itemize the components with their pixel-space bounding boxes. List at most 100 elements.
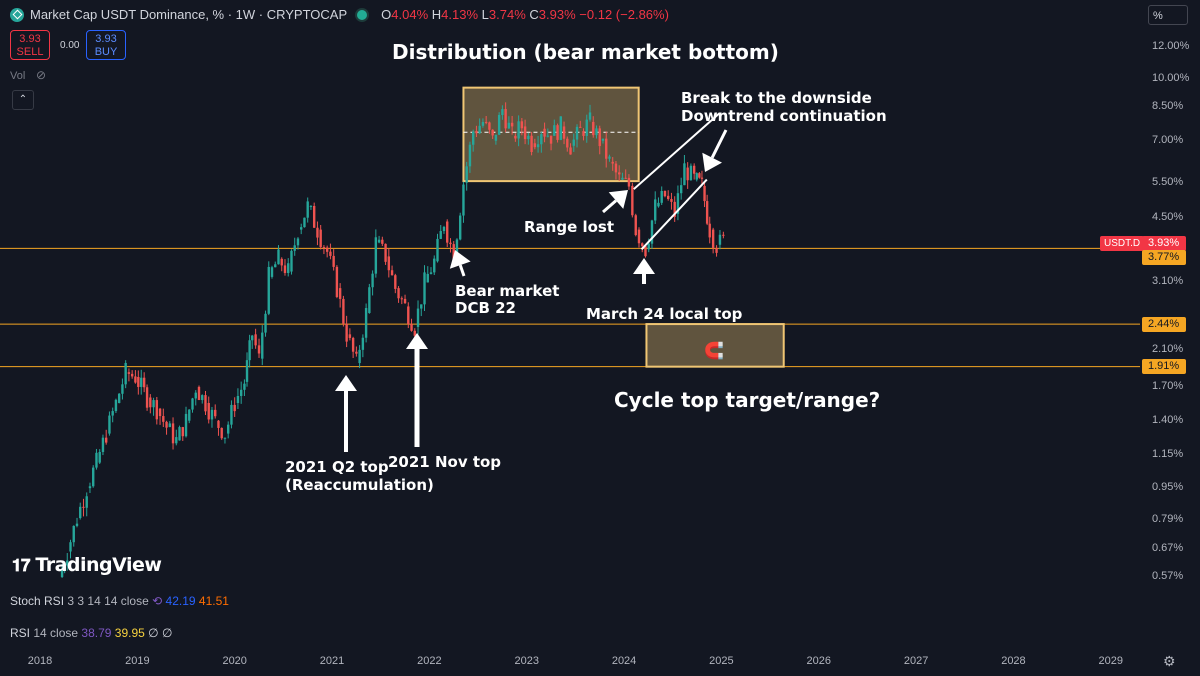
level-tag-3: 1.91% bbox=[1142, 359, 1186, 374]
candle-body bbox=[400, 298, 403, 300]
candle-body bbox=[722, 234, 725, 236]
candle-body bbox=[217, 420, 220, 428]
candle-body bbox=[214, 409, 217, 417]
candle-body bbox=[481, 122, 485, 126]
candle-body bbox=[631, 185, 634, 216]
candle-body bbox=[130, 373, 134, 377]
x-tick-label: 2027 bbox=[903, 655, 929, 667]
y-tick-label: 5.50% bbox=[1152, 175, 1184, 188]
candle-body bbox=[407, 306, 410, 325]
candle-body bbox=[644, 246, 647, 257]
collapse-chevron-icon[interactable]: ⌃ bbox=[12, 90, 34, 110]
candle-body bbox=[679, 185, 683, 194]
candle-body bbox=[403, 298, 407, 304]
hide-eye-icon[interactable]: ⊘ bbox=[36, 68, 47, 82]
candle-body bbox=[614, 163, 618, 173]
candle-body bbox=[165, 421, 168, 428]
candle-body bbox=[204, 395, 207, 412]
candle-body bbox=[309, 205, 313, 207]
candle-body bbox=[562, 126, 566, 139]
scale-percent-button[interactable]: % bbox=[1148, 5, 1188, 25]
candle-body bbox=[556, 125, 559, 140]
candle-body bbox=[543, 128, 546, 137]
buy-button[interactable]: 3.93 BUY bbox=[86, 30, 126, 60]
candle-body bbox=[507, 122, 511, 129]
rsi-value: 38.79 bbox=[81, 626, 112, 640]
candle-body bbox=[261, 332, 264, 359]
candle-body bbox=[397, 288, 400, 299]
candle-body bbox=[312, 205, 316, 228]
candle-body bbox=[530, 135, 533, 152]
candle-body bbox=[251, 335, 254, 341]
candle-body bbox=[504, 109, 507, 129]
sell-button[interactable]: 3.93 SELL bbox=[10, 30, 50, 60]
x-tick-label: 2028 bbox=[1001, 655, 1026, 667]
candle-body bbox=[621, 177, 624, 180]
candle-body bbox=[683, 163, 686, 186]
candle-body bbox=[355, 351, 358, 354]
candle-body bbox=[95, 452, 98, 468]
candle-body bbox=[657, 202, 660, 207]
y-tick-label: 8.50% bbox=[1152, 99, 1184, 112]
candle-body bbox=[390, 270, 394, 276]
x-tick-label: 2025 bbox=[709, 655, 734, 667]
annotation-range-lost: Range lost bbox=[524, 218, 615, 236]
y-tick-label: 12.00% bbox=[1152, 40, 1190, 52]
candle-body bbox=[280, 258, 283, 266]
x-tick-label: 2019 bbox=[125, 655, 150, 667]
market-status-icon[interactable] bbox=[357, 9, 368, 20]
candle-body bbox=[210, 409, 214, 420]
high-label: H bbox=[431, 7, 442, 22]
candle-body bbox=[601, 138, 605, 141]
candle-body bbox=[245, 360, 249, 382]
candle-body bbox=[446, 221, 449, 243]
candle-body bbox=[152, 400, 155, 408]
candle-body bbox=[306, 201, 309, 218]
stoch-rsi-legend[interactable]: Stoch RSI 3 3 14 14 close ⟲ 42.19 41.51 bbox=[10, 594, 229, 608]
sell-price: 3.93 bbox=[19, 33, 41, 45]
candle-body bbox=[239, 389, 243, 396]
current-price-tag: 3.93% bbox=[1142, 236, 1186, 251]
candle-body bbox=[718, 234, 722, 245]
candle-body bbox=[319, 229, 322, 248]
candle-body bbox=[585, 119, 588, 136]
symbol-title[interactable]: Market Cap USDT Dominance, % · 1W · CRYP… bbox=[30, 7, 348, 22]
candle-body bbox=[277, 249, 280, 265]
candle-body bbox=[471, 131, 475, 145]
candle-body bbox=[475, 131, 478, 134]
candle-body bbox=[410, 324, 413, 331]
candle-body bbox=[387, 256, 391, 271]
candle-body bbox=[429, 272, 433, 274]
refresh-icon[interactable]: ⟲ bbox=[152, 594, 163, 608]
arrow-march24-head bbox=[633, 258, 655, 274]
y-tick-label: 1.70% bbox=[1152, 379, 1184, 392]
cycle-target-box bbox=[645, 323, 785, 368]
candle-body bbox=[536, 144, 540, 148]
candle-body bbox=[553, 125, 556, 136]
candle-body bbox=[618, 172, 621, 175]
high-value: 4.13% bbox=[441, 7, 479, 22]
candle-body bbox=[140, 377, 143, 387]
candle-body bbox=[79, 506, 82, 519]
candle-body bbox=[207, 402, 210, 420]
x-tick-label: 2020 bbox=[222, 655, 247, 667]
y-tick-label: 2.10% bbox=[1152, 343, 1184, 356]
settings-gear-icon[interactable]: ⚙ bbox=[1163, 653, 1176, 669]
candle-body bbox=[566, 138, 569, 148]
candle-body bbox=[416, 308, 420, 327]
candle-body bbox=[660, 190, 663, 203]
candle-body bbox=[663, 190, 667, 197]
candle-body bbox=[191, 398, 194, 410]
arrow-q2-top-head bbox=[335, 375, 357, 391]
candle-body bbox=[175, 437, 178, 444]
rsi-legend[interactable]: RSI 14 close 38.79 39.95 ∅ ∅ bbox=[10, 626, 172, 640]
candle-body bbox=[520, 121, 524, 129]
candle-body bbox=[158, 408, 162, 417]
annotation-distribution: Distribution (bear market bottom) bbox=[392, 40, 779, 64]
y-tick-label: 3.10% bbox=[1152, 275, 1184, 288]
candle-body bbox=[488, 122, 491, 130]
candle-body bbox=[127, 372, 131, 374]
candle-body bbox=[654, 199, 657, 221]
arrow-nov-top-head bbox=[406, 333, 428, 349]
